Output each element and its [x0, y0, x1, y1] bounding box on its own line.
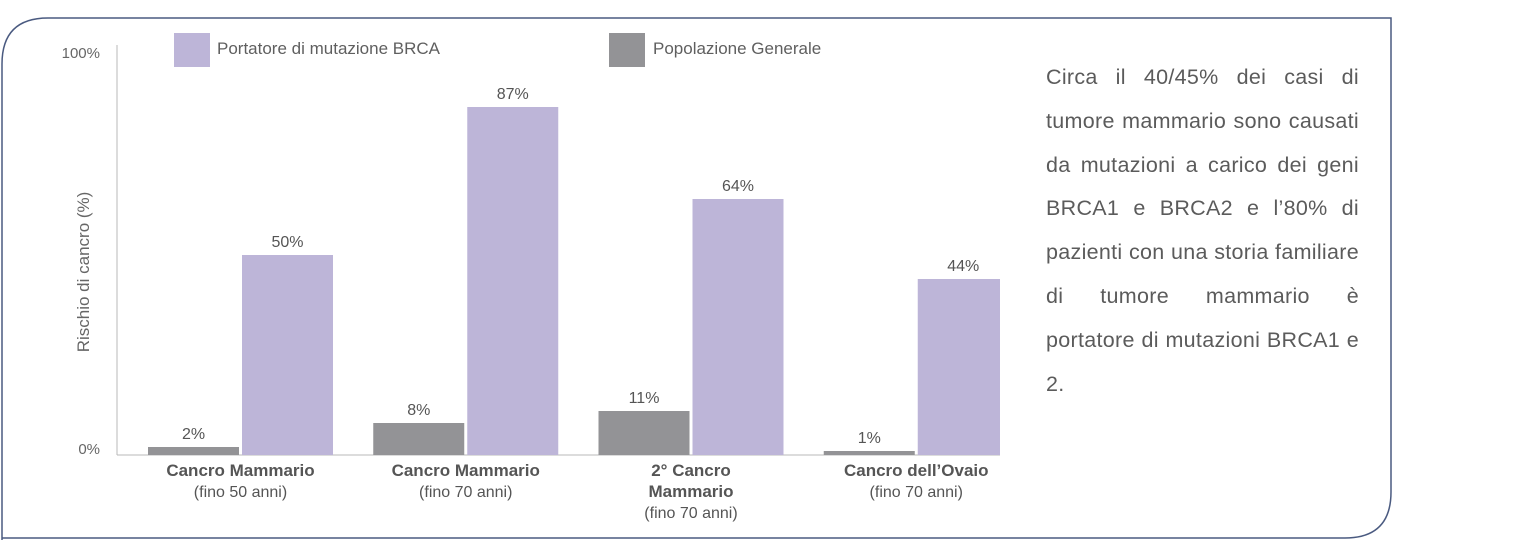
y-tick-min: 0% — [78, 441, 100, 458]
description-text: Circa il 40/45% dei casi di tumore mamma… — [1046, 65, 1359, 396]
bar-brca-1 — [242, 255, 333, 455]
data-label-brca-1: 50% — [271, 234, 303, 251]
x-axis-labels: Cancro Mammario (fino 50 anni) Cancro Mamm… — [166, 461, 988, 522]
y-tick-max: 100% — [62, 45, 100, 62]
legend-swatch-general — [609, 33, 645, 67]
category-subtitle-1: (fino 50 anni) — [194, 484, 287, 501]
legend-swatch-brca — [174, 33, 210, 67]
category-title-1: Cancro Mammario — [166, 461, 314, 480]
data-label-general-4: 1% — [858, 430, 881, 447]
bar-general-2 — [373, 423, 465, 455]
bar-general-1 — [148, 447, 239, 455]
bar-chart: Portatore di mutazione BRCA Popolazione … — [62, 33, 1000, 522]
bar-brca-3 — [692, 199, 784, 455]
data-label-general-3: 11% — [629, 390, 660, 407]
category-title-3-line-2: Mammario — [648, 482, 733, 501]
frame-border — [1, 17, 1392, 540]
data-label-brca-4: 44% — [947, 258, 979, 275]
bars: 2% 50% 8% 87% 11% 64% 1% 44% — [148, 86, 1000, 455]
data-label-general-2: 8% — [407, 402, 430, 419]
category-title-2: Cancro Mammario — [392, 461, 540, 480]
category-subtitle-4: (fino 70 anni) — [870, 484, 963, 501]
category-subtitle-3: (fino 70 anni) — [644, 505, 737, 522]
category-title-4: Cancro dell’Ovaio — [844, 461, 989, 480]
bar-brca-2 — [467, 107, 559, 455]
legend: Portatore di mutazione BRCA Popolazione … — [174, 33, 821, 67]
data-label-brca-3: 64% — [722, 178, 754, 195]
y-axis-label: Rischio di cancro (%) — [74, 192, 93, 353]
legend-label-brca: Portatore di mutazione BRCA — [217, 39, 441, 58]
category-title-3-line-1: 2° Cancro — [651, 461, 731, 480]
bar-brca-4 — [917, 279, 1000, 455]
bar-general-3 — [598, 411, 690, 455]
legend-label-general: Popolazione Generale — [653, 39, 821, 58]
bar-general-4 — [823, 451, 915, 455]
data-label-brca-2: 87% — [497, 86, 529, 103]
data-label-general-1: 2% — [182, 426, 205, 443]
category-subtitle-2: (fino 70 anni) — [419, 484, 512, 501]
